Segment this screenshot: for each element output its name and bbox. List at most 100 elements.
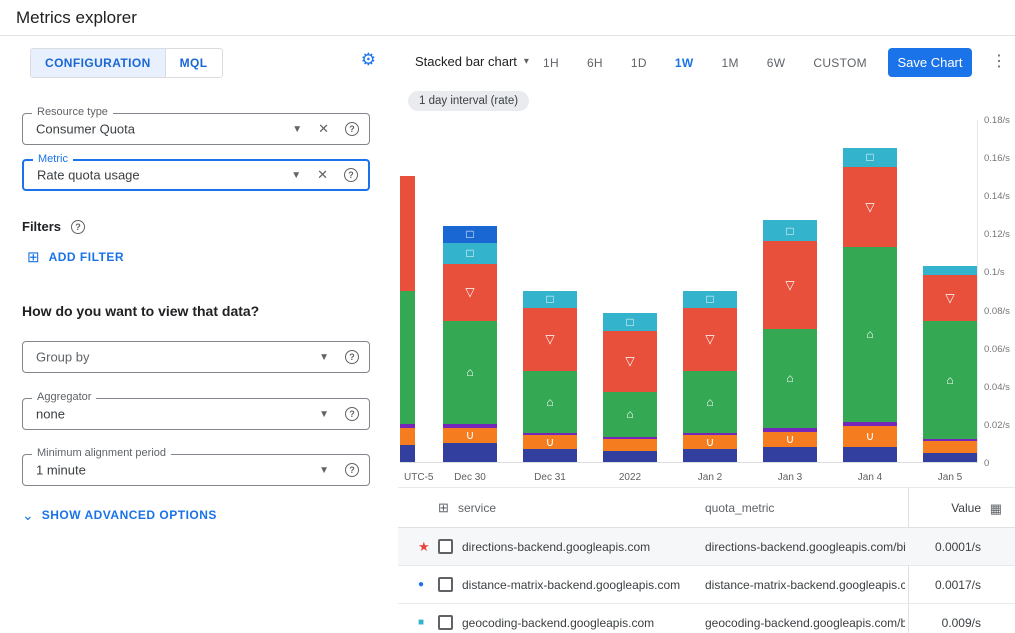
bar-segment-stack-teal[interactable]: □ (443, 242, 497, 264)
row-checkbox[interactable] (438, 539, 453, 554)
group-by-field[interactable]: Group by ▼ ? (22, 341, 370, 373)
range-1d-button[interactable]: 1D (630, 56, 647, 70)
bar-segment-stack-purple[interactable] (443, 423, 497, 428)
bar-segment-stack-green[interactable]: ⌂ (603, 391, 657, 438)
bar-segment-stack-green[interactable]: ⌂ (400, 290, 415, 424)
bar-segment-stack-green[interactable]: ⌂ (683, 370, 737, 434)
bar-segment-stack-orange[interactable]: ∪ (843, 425, 897, 447)
clear-icon[interactable]: ✕ (318, 121, 329, 136)
save-chart-button[interactable]: Save Chart (888, 48, 972, 77)
bar-segment-stack-green[interactable]: ⌂ (763, 328, 817, 428)
x-tick-label: 2022 (618, 472, 642, 483)
chart-plot[interactable]: ∪⌂▽□□∪⌂▽□⌂▽□∪⌂▽□∪⌂▽□∪⌂▽□⌂▽∪⌂▽ (400, 120, 978, 463)
bar-segment-stack-orange[interactable] (603, 439, 657, 451)
filters-label: Filters (22, 219, 62, 234)
help-icon[interactable]: ? (344, 168, 358, 182)
column-settings-icon[interactable]: ▦ (989, 501, 1002, 516)
bar-segment-stack-navy[interactable] (400, 444, 415, 462)
alignment-period-field[interactable]: Minimum alignment period 1 minute ▼ ? (22, 447, 370, 486)
resource-type-field[interactable]: Resource type Consumer Quota ▼ ✕ ? (22, 106, 370, 145)
bar-segment-stack-green[interactable]: ⌂ (443, 321, 497, 424)
table-row[interactable]: ★ directions-backend.googleapis.com dire… (398, 528, 1015, 566)
row-checkbox[interactable] (438, 577, 453, 592)
bar-segment-stack-navy[interactable] (443, 442, 497, 462)
x-tick-label: UTC-5 (404, 472, 434, 483)
range-1h-button[interactable]: 1H (543, 56, 559, 70)
metric-field[interactable]: Metric Rate quota usage ▼ ✕ ? (22, 153, 370, 191)
table-row[interactable]: ● distance-matrix-backend.googleapis.com… (398, 566, 1015, 604)
chevron-down-icon[interactable]: ▼ (319, 464, 329, 476)
bar-segment-stack-orange[interactable]: ∪ (683, 435, 737, 449)
bar-segment-stack-red[interactable]: ▽ (923, 275, 977, 321)
range-6h-button[interactable]: 6H (586, 56, 603, 70)
column-header-quota-metric[interactable]: quota_metric (705, 500, 775, 515)
bar-segment-stack-purple[interactable] (683, 433, 737, 436)
bar-segment-stack-teal[interactable]: □ (763, 220, 817, 241)
gear-icon[interactable]: ⚙ (360, 50, 376, 69)
help-icon[interactable]: ? (345, 407, 359, 421)
help-icon[interactable]: ? (71, 219, 86, 234)
bar-segment-stack-navy[interactable] (923, 452, 977, 462)
bar-segment-stack-teal[interactable]: □ (683, 290, 737, 308)
bar-segment-stack-red[interactable]: ▽ (763, 240, 817, 329)
bar-segment-stack-purple[interactable] (843, 422, 897, 426)
table-row[interactable]: ■ geocoding-backend.googleapis.com geoco… (398, 604, 1015, 633)
chevron-down-icon[interactable]: ▼ (319, 408, 329, 420)
range-1m-button[interactable]: 1M (721, 56, 739, 70)
clear-icon[interactable]: ✕ (317, 167, 328, 182)
bar-segment-stack-teal[interactable]: □ (523, 290, 577, 308)
bar-segment-stack-red[interactable]: ▽ (523, 307, 577, 371)
bar-segment-stack-orange[interactable]: ∪ (523, 435, 577, 449)
bar-segment-stack-red[interactable]: ▽ (683, 307, 737, 371)
add-filter-button[interactable]: ⊞ ADD FILTER (27, 248, 124, 266)
grid-icon[interactable]: ⊞ (438, 499, 449, 515)
bar-segment-stack-navy[interactable] (683, 448, 737, 462)
aggregator-field[interactable]: Aggregator none ▼ ? (22, 391, 370, 430)
range-1w-button[interactable]: 1W (674, 56, 694, 70)
bar-segment-stack-teal[interactable] (923, 265, 977, 276)
bar-segment-stack-navy[interactable] (763, 446, 817, 462)
bar-segment-stack-orange[interactable]: ∪ (763, 431, 817, 447)
kebab-menu-icon[interactable]: ⋮ (991, 53, 1007, 70)
range-custom-button[interactable]: CUSTOM (813, 56, 867, 70)
chevron-down-icon[interactable]: ▼ (319, 351, 329, 363)
bar-segment-stack-purple[interactable] (603, 437, 657, 440)
config-tab-group: CONFIGURATION MQL (30, 48, 223, 78)
bar-segment-stack-green[interactable]: ⌂ (843, 246, 897, 422)
bar-segment-stack-teal[interactable]: □ (603, 313, 657, 331)
row-checkbox[interactable] (438, 615, 453, 630)
help-icon[interactable]: ? (345, 122, 359, 136)
bar-segment-stack-navy[interactable] (603, 450, 657, 462)
range-6w-button[interactable]: 6W (766, 56, 786, 70)
aggregator-value: none (36, 406, 65, 422)
bar-segment-stack-orange[interactable] (923, 441, 977, 453)
bar-segment-stack-purple[interactable] (523, 433, 577, 436)
bar-segment-stack-navy[interactable] (843, 446, 897, 462)
bar-segment-stack-navy[interactable] (523, 448, 577, 462)
column-header-value[interactable]: Value (951, 500, 981, 515)
bar-segment-stack-red[interactable]: ▽ (603, 330, 657, 392)
bar-segment-stack-purple[interactable] (763, 427, 817, 432)
column-header-service[interactable]: service (458, 500, 497, 515)
service-cell: distance-matrix-backend.googleapis.com (462, 577, 681, 592)
bar-segment-stack-red[interactable]: ▽ (443, 263, 497, 321)
tab-configuration[interactable]: CONFIGURATION (31, 49, 166, 77)
bar-segment-stack-blue[interactable]: □ (443, 225, 497, 243)
help-icon[interactable]: ? (345, 350, 359, 364)
tab-mql[interactable]: MQL (165, 49, 222, 77)
bar-segment-stack-green[interactable]: ⌂ (523, 370, 577, 434)
show-advanced-options[interactable]: ⌄ SHOW ADVANCED OPTIONS (22, 508, 217, 522)
series-marker-icon: □ (626, 314, 634, 329)
chevron-down-icon[interactable]: ▼ (291, 169, 302, 181)
bar-segment-stack-red[interactable]: ▽ (400, 176, 415, 291)
chart-type-dropdown[interactable]: Stacked bar chart ▾ (415, 54, 529, 69)
bar-segment-stack-red[interactable]: ▽ (843, 166, 897, 247)
bar-segment-stack-orange[interactable]: ∪ (400, 427, 415, 445)
bar-segment-stack-green[interactable]: ⌂ (923, 321, 977, 440)
bar-segment-stack-purple[interactable] (400, 423, 415, 428)
help-icon[interactable]: ? (345, 463, 359, 477)
bar-segment-stack-orange[interactable]: ∪ (443, 427, 497, 443)
chevron-down-icon[interactable]: ▼ (292, 123, 303, 135)
bar-segment-stack-teal[interactable]: □ (843, 147, 897, 167)
bar-segment-stack-purple[interactable] (923, 439, 977, 441)
